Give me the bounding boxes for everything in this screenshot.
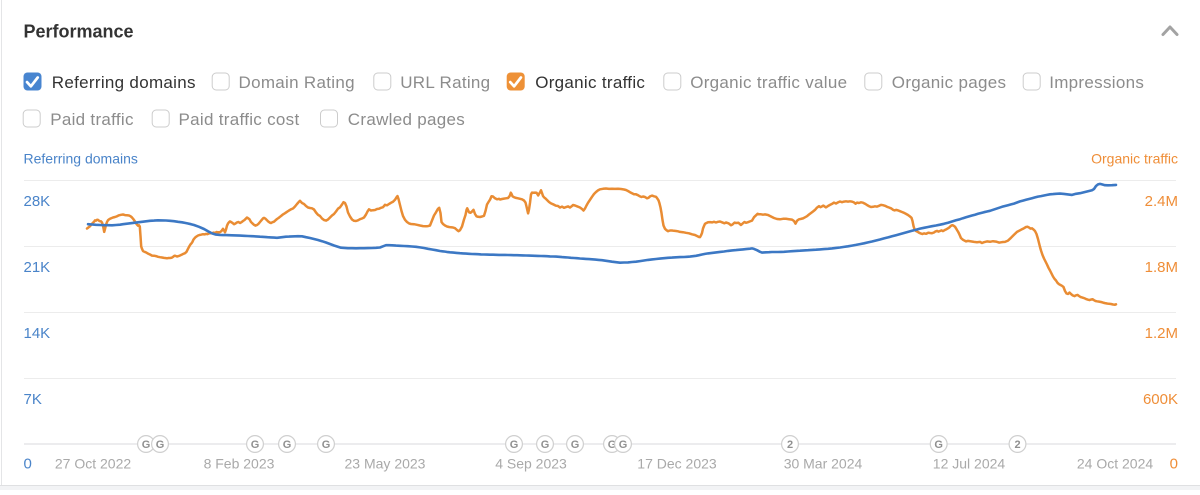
svg-text:2.4M: 2.4M xyxy=(1145,193,1178,210)
svg-text:1.2M: 1.2M xyxy=(1145,325,1178,342)
svg-text:Domain Rating: Domain Rating xyxy=(239,73,355,92)
svg-text:Referring domains: Referring domains xyxy=(52,73,196,92)
svg-text:Impressions: Impressions xyxy=(1049,73,1144,92)
svg-text:12 Jul 2024: 12 Jul 2024 xyxy=(933,456,1006,472)
svg-text:24 Oct 2024: 24 Oct 2024 xyxy=(1077,456,1153,472)
svg-text:G: G xyxy=(571,439,580,451)
svg-text:28K: 28K xyxy=(24,193,51,210)
svg-text:G: G xyxy=(619,439,628,451)
svg-text:Referring domains: Referring domains xyxy=(24,151,138,167)
svg-text:30 Mar 2024: 30 Mar 2024 xyxy=(784,456,863,472)
svg-text:G: G xyxy=(541,439,550,451)
svg-text:G: G xyxy=(608,439,617,451)
svg-text:G: G xyxy=(142,439,151,451)
svg-text:600K: 600K xyxy=(1143,391,1178,408)
svg-text:Paid traffic: Paid traffic xyxy=(50,110,134,129)
svg-text:Organic traffic value: Organic traffic value xyxy=(690,73,847,92)
svg-text:URL Rating: URL Rating xyxy=(400,73,490,92)
svg-text:G: G xyxy=(322,439,331,451)
svg-text:Paid traffic cost: Paid traffic cost xyxy=(179,110,300,129)
svg-text:Performance: Performance xyxy=(24,22,134,42)
svg-text:7K: 7K xyxy=(24,391,42,408)
svg-text:4 Sep 2023: 4 Sep 2023 xyxy=(495,456,567,472)
svg-text:14K: 14K xyxy=(24,325,51,342)
svg-text:Crawled pages: Crawled pages xyxy=(348,110,465,129)
svg-text:G: G xyxy=(251,439,260,451)
svg-text:8 Feb 2023: 8 Feb 2023 xyxy=(204,456,275,472)
svg-text:23 May 2023: 23 May 2023 xyxy=(345,456,426,472)
svg-text:27 Oct 2022: 27 Oct 2022 xyxy=(55,456,131,472)
svg-text:G: G xyxy=(934,439,943,451)
svg-text:Organic traffic: Organic traffic xyxy=(535,73,645,92)
svg-text:0: 0 xyxy=(24,456,32,473)
svg-text:2: 2 xyxy=(787,439,793,451)
svg-text:1.8M: 1.8M xyxy=(1145,259,1178,276)
svg-text:17 Dec 2023: 17 Dec 2023 xyxy=(637,456,717,472)
svg-text:2: 2 xyxy=(1014,439,1020,451)
svg-text:G: G xyxy=(283,439,292,451)
svg-text:Organic pages: Organic pages xyxy=(892,73,1006,92)
svg-text:G: G xyxy=(510,439,519,451)
svg-text:Organic traffic: Organic traffic xyxy=(1091,151,1178,167)
svg-text:0: 0 xyxy=(1170,456,1178,473)
svg-text:G: G xyxy=(156,439,165,451)
svg-text:21K: 21K xyxy=(24,259,51,276)
